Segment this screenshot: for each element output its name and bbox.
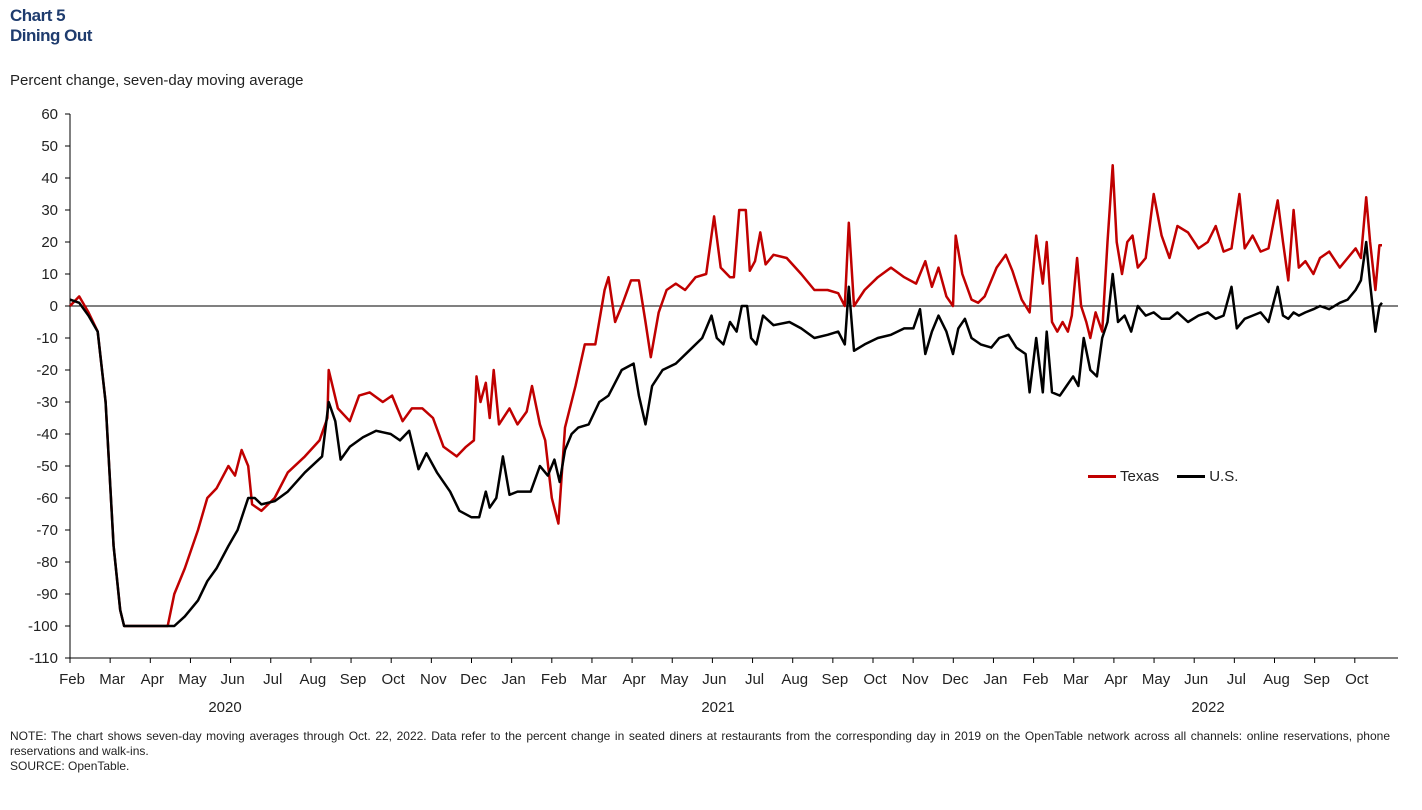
y-tick-label: -60 xyxy=(36,490,58,507)
y-tick-label: 20 xyxy=(41,234,58,251)
x-tick-label-year: 2020 xyxy=(208,699,241,716)
x-tick-label-month: Jun xyxy=(1184,671,1208,688)
y-tick-label: 60 xyxy=(41,106,58,123)
x-tick-label-month: Oct xyxy=(382,671,406,688)
x-tick-label-month: Jun xyxy=(221,671,245,688)
x-tick-label-month: Jan xyxy=(983,671,1007,688)
y-tick-label: -80 xyxy=(36,554,58,571)
x-tick-label-month: Apr xyxy=(1104,671,1127,688)
y-tick-label: -110 xyxy=(29,650,58,667)
y-tick-label: -90 xyxy=(36,586,58,603)
x-tick-label-month: Jan xyxy=(502,671,526,688)
legend-swatch-us xyxy=(1177,475,1206,478)
x-tick-label-month: May xyxy=(1142,671,1171,688)
legend-item-us: U.S. xyxy=(1177,468,1238,485)
x-tick-label-month: Nov xyxy=(420,671,447,688)
x-tick-label-month: Nov xyxy=(902,671,929,688)
x-tick-label-month: May xyxy=(178,671,207,688)
legend: Texas U.S. xyxy=(1088,468,1238,485)
x-tick-label-month: Sep xyxy=(821,671,848,688)
x-tick-label-month: Oct xyxy=(1345,671,1369,688)
chart-title: Chart 5 Dining Out xyxy=(10,6,92,46)
x-tick-label-month: Mar xyxy=(581,671,607,688)
chart-name: Dining Out xyxy=(10,26,92,45)
x-tick-label-month: Jun xyxy=(702,671,726,688)
x-tick-label-year: 2021 xyxy=(701,699,734,716)
chart-number: Chart 5 xyxy=(10,6,66,25)
y-tick-label: 10 xyxy=(41,266,58,283)
y-tick-label: -100 xyxy=(28,618,58,635)
x-tick-label-month: Mar xyxy=(1063,671,1089,688)
x-tick-label-month: Aug xyxy=(781,671,808,688)
legend-swatch-texas xyxy=(1088,475,1116,478)
x-tick-label-month: Mar xyxy=(99,671,125,688)
y-tick-label: -40 xyxy=(36,426,58,443)
x-tick-label-month: Aug xyxy=(1263,671,1290,688)
x-tick-label-year: 2022 xyxy=(1191,699,1224,716)
x-tick-label-month: Apr xyxy=(141,671,164,688)
legend-label-us: U.S. xyxy=(1209,468,1239,485)
x-tick-label-month: Oct xyxy=(863,671,887,688)
source-note: SOURCE: OpenTable. xyxy=(10,759,130,773)
x-tick-label-month: Feb xyxy=(1023,671,1049,688)
x-tick-label-month: Jul xyxy=(745,671,764,688)
x-tick-label-month: May xyxy=(660,671,689,688)
footnote: NOTE: The chart shows seven-day moving a… xyxy=(10,729,1390,758)
series-line-us xyxy=(69,240,1383,628)
y-tick-label: 50 xyxy=(41,138,58,155)
x-tick-label-month: Jul xyxy=(263,671,282,688)
y-axis-label: Percent change, seven-day moving average xyxy=(10,72,304,89)
x-tick-label-month: Sep xyxy=(340,671,367,688)
x-tick-label-month: Aug xyxy=(300,671,327,688)
x-tick-label-month: Dec xyxy=(460,671,487,688)
x-tick-label-month: Dec xyxy=(942,671,969,688)
y-tick-label: -10 xyxy=(36,330,58,347)
y-tick-label: 40 xyxy=(41,170,58,187)
y-tick-label: -30 xyxy=(36,394,58,411)
x-tick-label-month: Jul xyxy=(1227,671,1246,688)
legend-label-texas: Texas xyxy=(1120,468,1160,485)
x-tick-label-month: Apr xyxy=(622,671,645,688)
x-tick-label-month: Feb xyxy=(541,671,567,688)
x-tick-label-month: Feb xyxy=(59,671,85,688)
legend-item-texas: Texas xyxy=(1088,468,1159,485)
y-tick-label: -70 xyxy=(36,522,58,539)
y-tick-label: -20 xyxy=(36,362,58,379)
y-tick-label: -50 xyxy=(36,458,58,475)
x-tick-label-month: Sep xyxy=(1303,671,1330,688)
y-tick-label: 30 xyxy=(41,202,58,219)
y-tick-label: 0 xyxy=(50,298,58,315)
series-line-texas xyxy=(69,163,1382,628)
